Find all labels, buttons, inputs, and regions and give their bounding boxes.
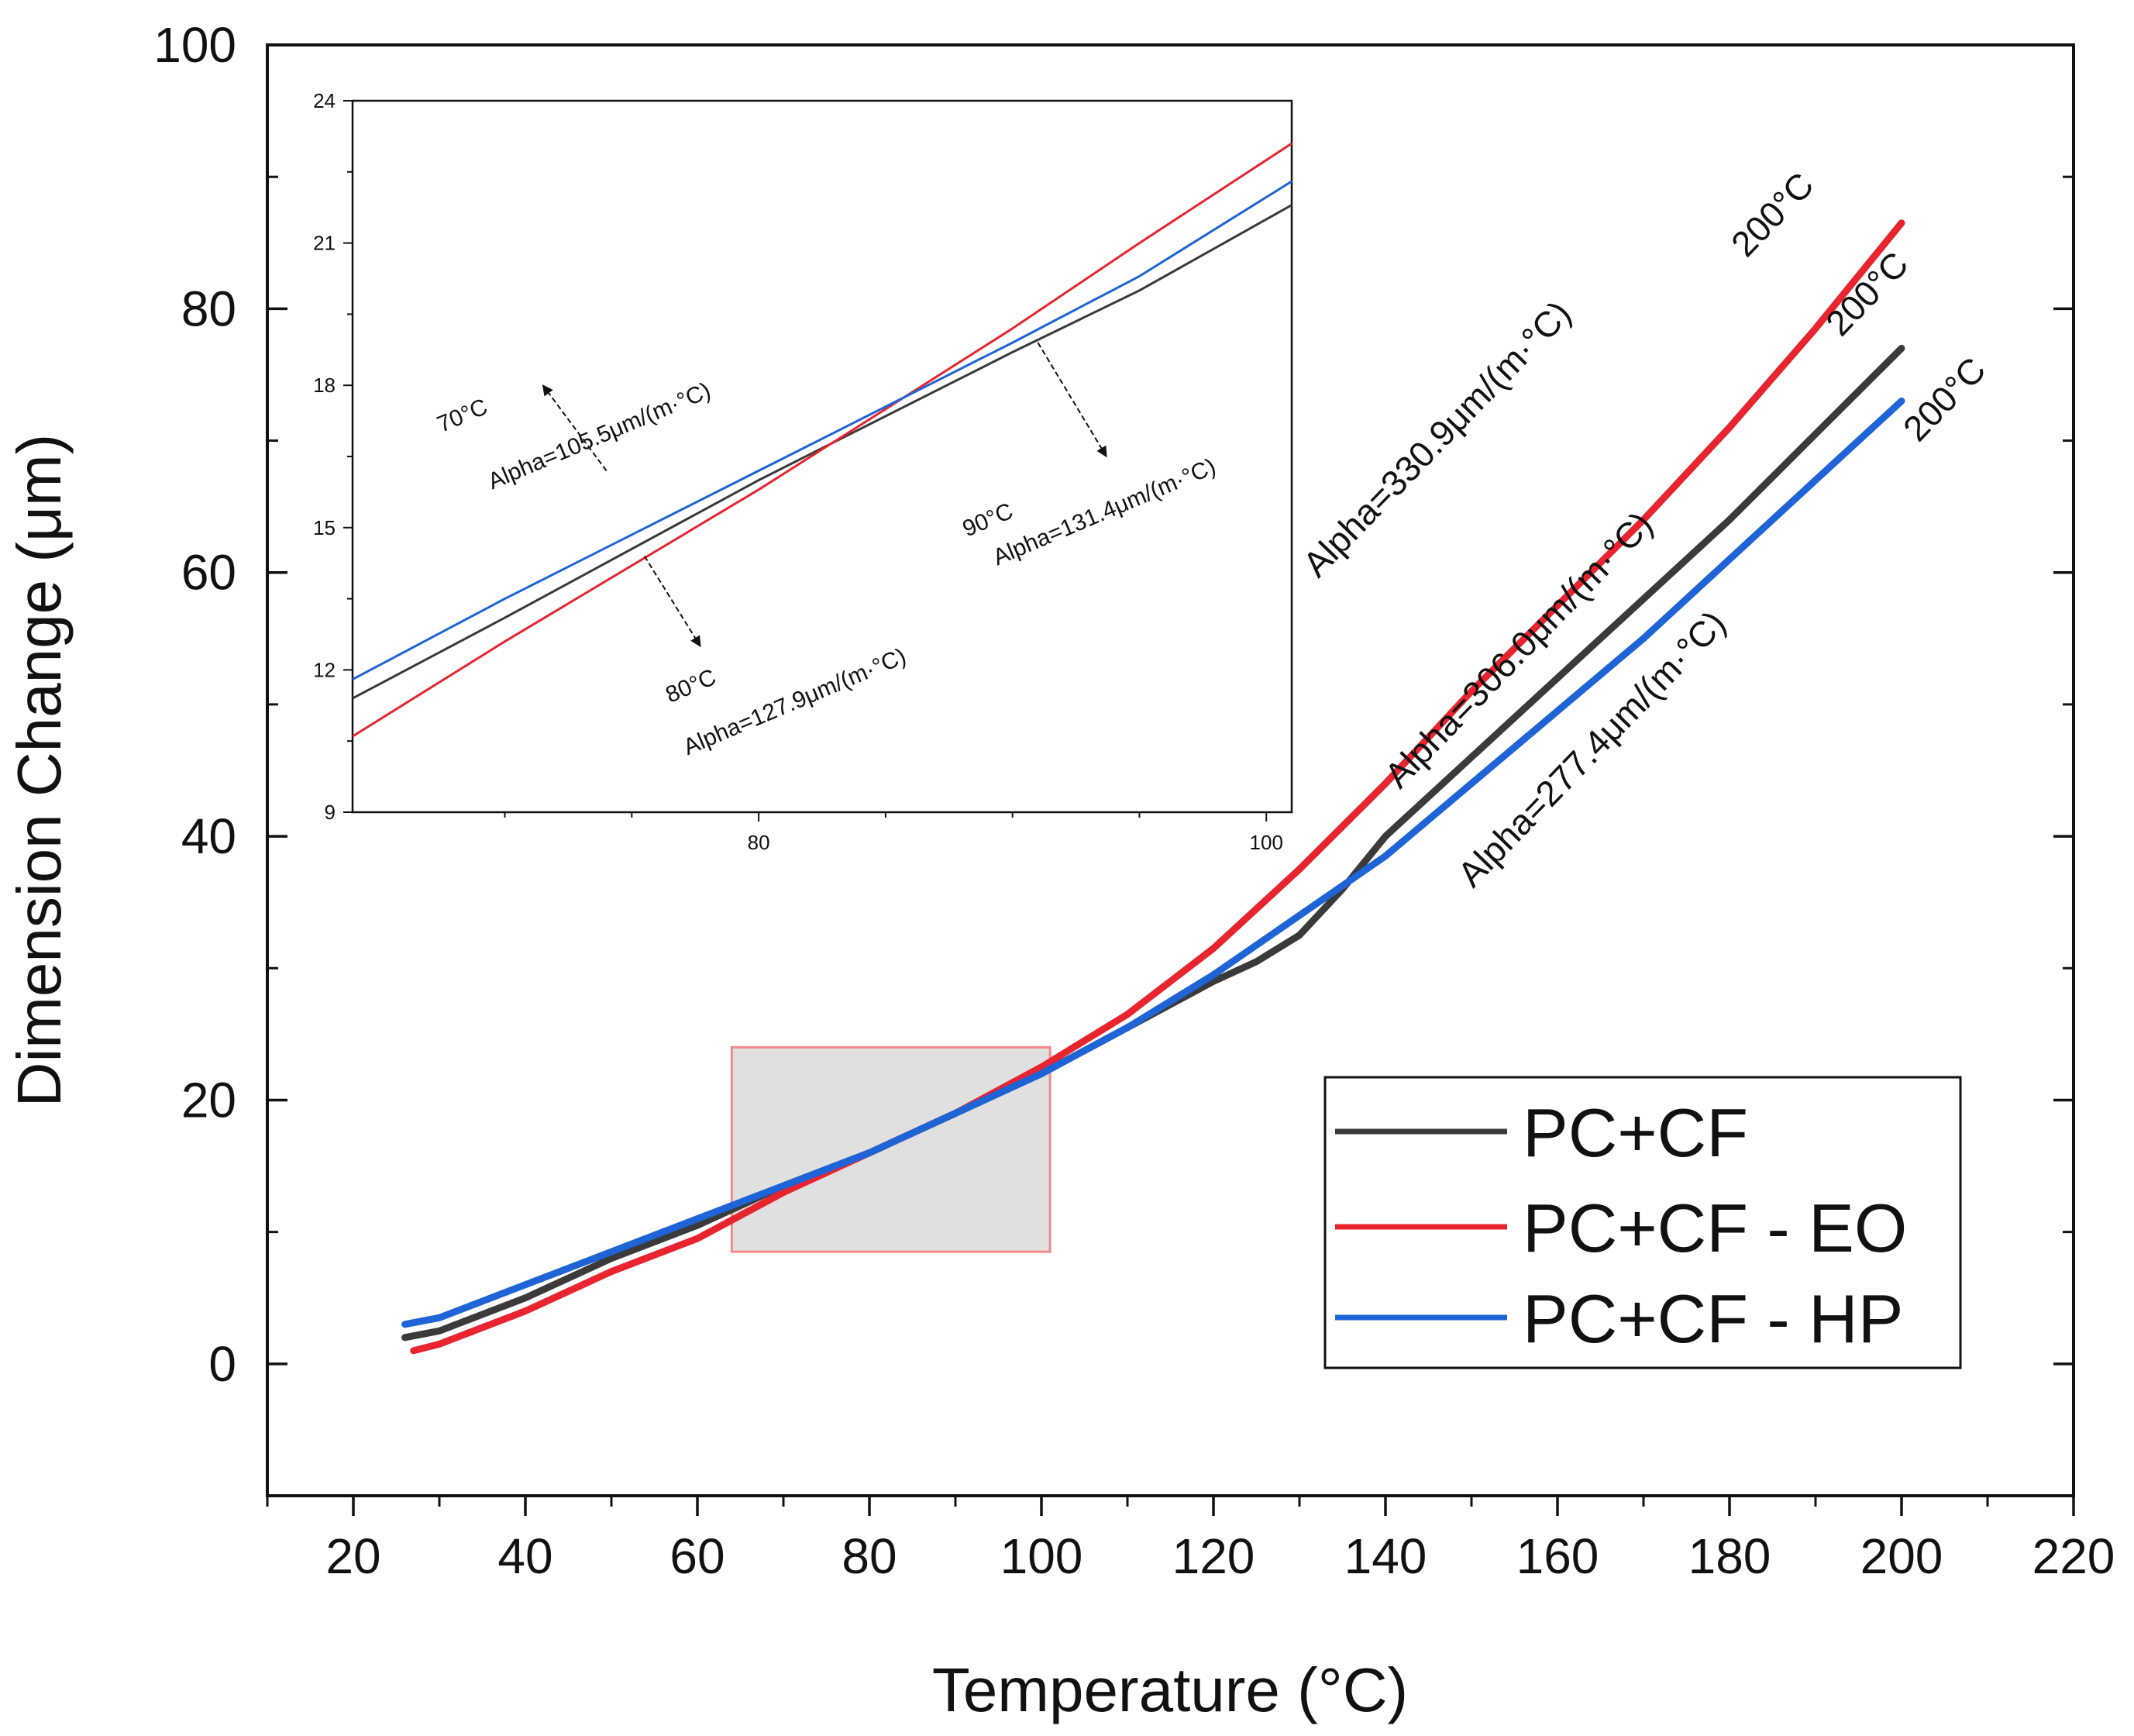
main-annotation: 200°C xyxy=(1895,350,1994,449)
y-tick-label: 40 xyxy=(181,808,236,864)
inset-series-line-pc-cf-hp xyxy=(352,180,1292,680)
inset-y-tick-label: 24 xyxy=(313,89,336,112)
inset-x-tick-label: 80 xyxy=(748,831,770,854)
inset-arrow xyxy=(542,384,608,471)
y-tick-label: 100 xyxy=(153,17,236,73)
x-tick-label: 100 xyxy=(1000,1528,1083,1584)
y-axis-title: Dimension Change (μm) xyxy=(5,434,74,1107)
inset-plot-frame xyxy=(351,99,1293,814)
x-tick-label: 40 xyxy=(497,1528,552,1584)
main-annotation: 200°C xyxy=(1818,244,1916,343)
series-line-pc-cf-hp xyxy=(401,398,1905,1328)
x-tick-label: 120 xyxy=(1172,1528,1255,1584)
main-series xyxy=(401,219,1905,1355)
x-tick-label: 140 xyxy=(1344,1528,1427,1584)
main-annotation: Alpha=330.9μm/(m·°C) xyxy=(1295,293,1578,584)
series-line-pc-cf xyxy=(401,344,1905,1342)
series-line-pc-cf-eo xyxy=(410,219,1905,1355)
inset-ticks: 80 100 9 12 15 18 21 24 xyxy=(313,89,1283,854)
y-tick-label: 20 xyxy=(181,1072,236,1128)
y-tick-label: 0 xyxy=(208,1336,236,1392)
main-annotations: Alpha=330.9μm/(m·°C) 200°C Alpha=306.0μm/(… xyxy=(1295,164,1993,894)
x-tick-label: 200 xyxy=(1860,1528,1943,1584)
x-tick-label: 220 xyxy=(2032,1528,2115,1584)
x-tick-label: 80 xyxy=(842,1528,897,1584)
inset-y-tick-label: 9 xyxy=(325,801,336,824)
x-axis-title: Temperature (°C) xyxy=(932,1655,1408,1724)
inset-series-line-pc-cf-eo xyxy=(352,142,1292,738)
y-tick-label: 60 xyxy=(181,545,236,601)
main-plot-frame xyxy=(266,43,2075,1497)
x-tick-label: 180 xyxy=(1688,1528,1771,1584)
legend-label-pc-cf: PC+CF xyxy=(1523,1094,1748,1171)
inset-y-tick-label: 15 xyxy=(313,516,336,539)
inset-y-tick-label: 21 xyxy=(313,232,336,255)
y-tick-label: 80 xyxy=(181,281,236,336)
inset-arrow xyxy=(643,555,701,647)
inset-y-tick-label: 18 xyxy=(313,374,336,397)
legend-label-pc-cf-hp: PC+CF - HP xyxy=(1523,1280,1903,1357)
x-tick-label: 20 xyxy=(325,1528,380,1584)
main-annotation: Alpha=306.0μm/(m·°C) xyxy=(1377,504,1661,795)
inset-y-tick-label: 12 xyxy=(313,658,336,681)
x-tick-label: 160 xyxy=(1516,1528,1599,1584)
x-tick-label: 60 xyxy=(669,1528,725,1584)
inset-series-line-pc-cf xyxy=(352,204,1292,700)
main-annotation: 200°C xyxy=(1723,164,1822,264)
inset-arrow xyxy=(1037,342,1107,458)
main-ticks: 20 40 60 80 100 120 140 160 180 200 220 0 20 40 60 80 10… xyxy=(153,17,2115,1584)
zoom-region xyxy=(730,1045,1052,1253)
inset-x-tick-label: 100 xyxy=(1250,831,1283,854)
legend-label-pc-cf-eo: PC+CF - EO xyxy=(1523,1190,1907,1266)
legend: PC+CF PC+CF - EO PC+CF - HP xyxy=(1323,1076,1962,1369)
inset-series xyxy=(352,142,1292,738)
